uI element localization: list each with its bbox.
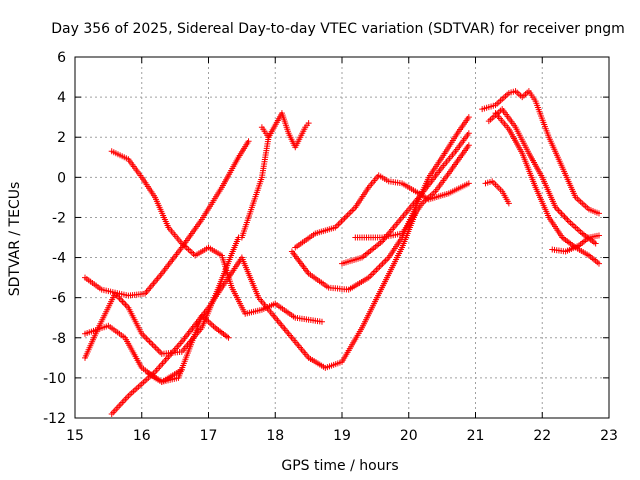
data-point <box>378 262 385 269</box>
data-point <box>152 344 159 351</box>
data-point <box>349 207 356 214</box>
series-track-17 <box>549 232 602 255</box>
y-tick-label: -2 <box>52 210 66 226</box>
data-point <box>146 338 153 345</box>
data-series <box>82 88 602 417</box>
data-point <box>120 300 127 307</box>
data-point <box>350 205 357 212</box>
data-point <box>505 200 512 207</box>
data-point <box>381 259 388 266</box>
data-point <box>595 232 602 239</box>
data-point <box>155 347 162 354</box>
data-point <box>557 209 564 216</box>
y-tick-label: 6 <box>57 50 66 66</box>
data-point <box>555 207 562 214</box>
data-point <box>371 268 378 275</box>
data-point <box>338 218 345 225</box>
data-point <box>367 273 374 280</box>
data-point <box>245 138 252 145</box>
data-point <box>143 335 150 342</box>
series-track-14 <box>479 88 602 217</box>
series-track-8 <box>258 124 272 141</box>
data-point <box>379 260 386 267</box>
data-point <box>318 318 325 325</box>
series-track-11 <box>339 130 472 267</box>
data-point <box>145 370 152 377</box>
x-axis-label: GPS time / hours <box>281 458 398 474</box>
data-point <box>370 269 377 276</box>
chart-title: Day 356 of 2025, Sidereal Day-to-day VTE… <box>51 21 625 37</box>
x-tick-label: 18 <box>266 428 284 444</box>
data-point <box>343 213 350 220</box>
series-track-13 <box>482 178 512 207</box>
data-point <box>117 296 124 303</box>
data-point <box>157 349 164 356</box>
y-tick-label: -6 <box>52 291 66 307</box>
x-tick-label: 16 <box>133 428 151 444</box>
data-point <box>376 263 383 270</box>
y-axis-label: SDTVAR / TECUs <box>7 182 23 297</box>
data-point <box>341 215 348 222</box>
y-tick-label: -12 <box>43 411 66 427</box>
data-point <box>374 265 381 272</box>
data-point <box>336 219 343 226</box>
data-point <box>346 210 353 217</box>
series-track-12 <box>352 142 472 241</box>
series-track-9 <box>288 114 472 293</box>
series-track-15 <box>485 106 599 247</box>
data-point <box>305 120 312 127</box>
x-tick-label: 23 <box>600 428 618 444</box>
data-point <box>335 221 342 228</box>
data-point <box>122 301 129 308</box>
data-point <box>465 130 472 137</box>
series-track-6 <box>145 366 185 385</box>
data-point <box>119 298 126 305</box>
data-point <box>225 334 232 341</box>
data-point <box>115 293 122 300</box>
data-point <box>558 210 565 217</box>
y-tick-label: 4 <box>57 90 66 106</box>
data-point <box>141 333 148 340</box>
y-axis: -12 -10 -8 -6 -4 -2 0 2 4 6 <box>43 50 609 427</box>
data-point <box>465 114 472 121</box>
data-point <box>465 142 472 149</box>
y-tick-label: 0 <box>57 170 66 186</box>
x-tick-label: 19 <box>333 428 351 444</box>
series-track-7 <box>238 110 312 241</box>
data-point <box>368 271 375 278</box>
data-point <box>561 213 568 220</box>
data-point <box>151 343 158 350</box>
x-tick-label: 15 <box>66 428 84 444</box>
x-tick-label: 22 <box>533 428 551 444</box>
data-point <box>595 260 602 267</box>
data-point <box>562 215 569 222</box>
data-point <box>373 266 380 273</box>
data-point <box>384 256 391 263</box>
data-point <box>265 134 272 141</box>
x-axis: 15 16 17 18 19 20 21 22 23 <box>66 57 618 444</box>
y-tick-label: 2 <box>57 130 66 146</box>
data-point <box>592 240 599 247</box>
y-tick-label: -8 <box>52 331 66 347</box>
series-track-5 <box>108 210 419 417</box>
data-point <box>465 180 472 187</box>
data-point <box>382 257 389 264</box>
y-tick-label: -4 <box>52 251 66 267</box>
x-tick-label: 20 <box>400 428 418 444</box>
data-point <box>154 346 161 353</box>
data-point <box>147 340 154 347</box>
x-tick-label: 17 <box>200 428 218 444</box>
x-tick-label: 21 <box>467 428 485 444</box>
data-point <box>595 210 602 217</box>
data-point <box>347 209 354 216</box>
y-tick-label: -10 <box>43 371 66 387</box>
data-point <box>149 341 156 348</box>
